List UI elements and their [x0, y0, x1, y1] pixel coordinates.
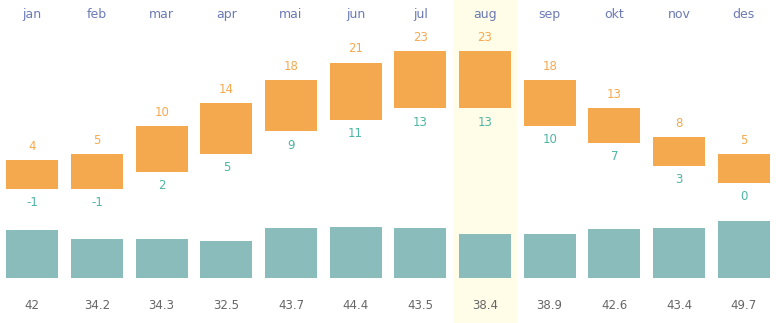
Text: apr: apr	[216, 8, 237, 21]
Text: -1: -1	[91, 196, 103, 209]
Text: 34.2: 34.2	[84, 299, 110, 312]
Text: 5: 5	[93, 134, 101, 147]
Text: 8: 8	[675, 117, 683, 130]
Text: 43.5: 43.5	[407, 299, 433, 312]
Text: 9: 9	[287, 139, 295, 151]
Text: 4: 4	[29, 140, 36, 153]
Text: 42.6: 42.6	[601, 299, 628, 312]
Text: 38.9: 38.9	[537, 299, 563, 312]
Text: 32.5: 32.5	[213, 299, 239, 312]
Text: mar: mar	[149, 8, 174, 21]
Text: 2: 2	[158, 179, 165, 192]
Text: 7: 7	[611, 150, 618, 163]
Text: 13: 13	[477, 116, 493, 129]
Text: 13: 13	[607, 89, 622, 101]
Text: 5: 5	[223, 162, 230, 174]
Text: 42: 42	[25, 299, 40, 312]
Text: 34.3: 34.3	[149, 299, 175, 312]
Text: 18: 18	[542, 60, 557, 73]
Text: sep: sep	[539, 8, 561, 21]
Text: 10: 10	[154, 106, 169, 119]
Text: 44.4: 44.4	[342, 299, 369, 312]
Text: okt: okt	[605, 8, 624, 21]
Text: 5: 5	[740, 134, 747, 147]
Text: 3: 3	[675, 173, 683, 186]
Text: 18: 18	[283, 60, 299, 73]
Text: 43.4: 43.4	[666, 299, 692, 312]
Text: 23: 23	[413, 31, 428, 44]
Text: 38.4: 38.4	[472, 299, 498, 312]
Text: 11: 11	[348, 127, 363, 140]
Text: jun: jun	[346, 8, 365, 21]
Text: aug: aug	[473, 8, 497, 21]
Text: nov: nov	[667, 8, 691, 21]
Text: -1: -1	[26, 196, 38, 209]
Text: 21: 21	[348, 43, 363, 56]
Text: 49.7: 49.7	[730, 299, 757, 312]
Text: feb: feb	[87, 8, 107, 21]
Text: des: des	[733, 8, 755, 21]
Text: 23: 23	[477, 31, 493, 44]
Text: 14: 14	[219, 83, 234, 96]
Text: jan: jan	[23, 8, 42, 21]
Text: 10: 10	[542, 133, 557, 146]
Text: 43.7: 43.7	[278, 299, 304, 312]
Text: 13: 13	[413, 116, 428, 129]
Text: mai: mai	[279, 8, 303, 21]
Text: jul: jul	[413, 8, 428, 21]
Text: 0: 0	[740, 190, 747, 203]
